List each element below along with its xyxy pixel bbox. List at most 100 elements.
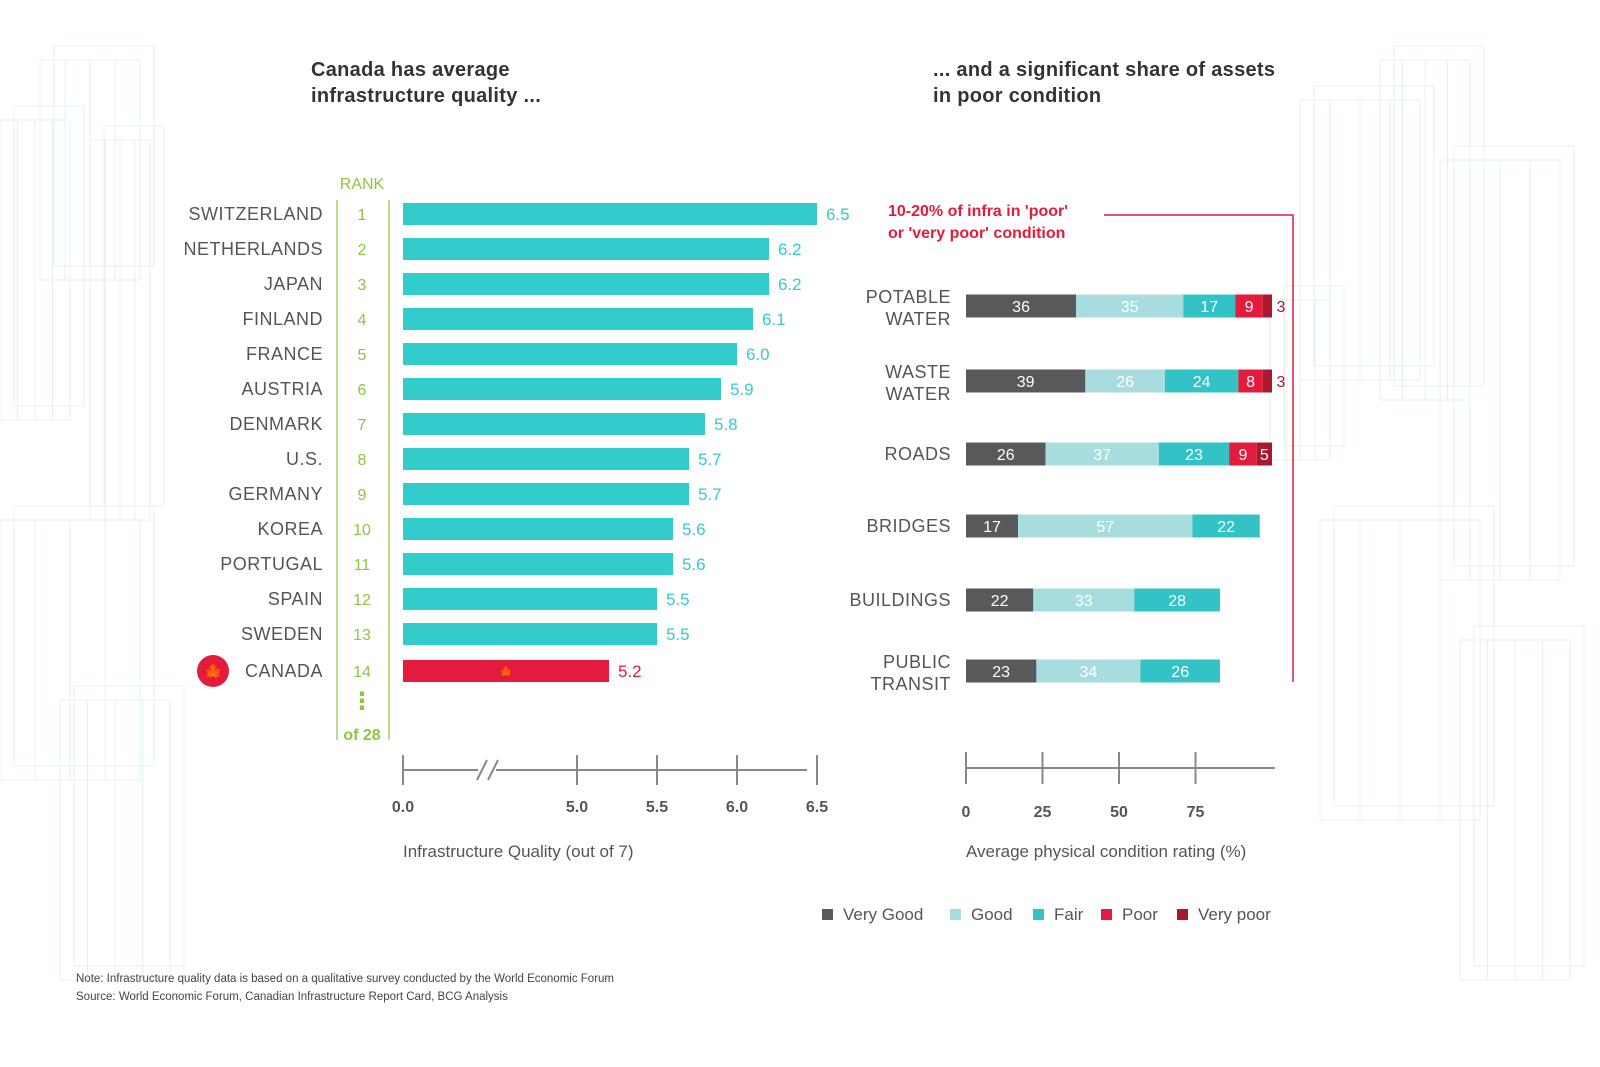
legend-label: Fair bbox=[1054, 905, 1084, 924]
quality-value-label: 5.6 bbox=[682, 520, 706, 539]
left-x-tick-label: 0.0 bbox=[392, 799, 414, 816]
rank-value: 5 bbox=[358, 347, 367, 364]
asset-category-label: TRANSIT bbox=[870, 674, 951, 694]
rank-ellipsis: ⋮ bbox=[350, 688, 374, 715]
quality-value-label: 5.6 bbox=[682, 555, 706, 574]
rank-value: 2 bbox=[358, 242, 367, 259]
rank-value: 11 bbox=[354, 557, 371, 574]
country-label: FRANCE bbox=[246, 344, 323, 364]
country-label: GERMANY bbox=[228, 484, 323, 504]
background-box bbox=[13, 105, 85, 407]
footer-source: Source: World Economic Forum, Canadian I… bbox=[76, 991, 508, 1003]
left-chart-title: Canada has average infrastructure qualit… bbox=[311, 59, 542, 107]
legend-label: Good bbox=[971, 905, 1013, 924]
quality-bar bbox=[403, 623, 657, 645]
condition-value-label: 26 bbox=[1171, 664, 1189, 681]
condition-value-label: 36 bbox=[1012, 299, 1030, 316]
condition-segment bbox=[1183, 294, 1236, 318]
condition-segment bbox=[966, 514, 1019, 538]
asset-category-label: ROADS bbox=[884, 444, 951, 464]
quality-value-label: 6.2 bbox=[778, 240, 802, 259]
poor-condition-annotation-line1: 10-20% of infra in 'poor' bbox=[888, 203, 1068, 220]
condition-segment bbox=[1140, 659, 1220, 683]
quality-bar bbox=[403, 308, 753, 330]
rank-value: 8 bbox=[358, 452, 367, 469]
condition-value-label: 37 bbox=[1093, 447, 1111, 464]
country-label: FINLAND bbox=[242, 309, 323, 329]
rank-header: RANK bbox=[340, 176, 385, 193]
condition-value-label: 23 bbox=[1185, 447, 1203, 464]
condition-value-label: 17 bbox=[983, 519, 1001, 536]
country-label: SWITZERLAND bbox=[188, 204, 323, 224]
condition-segment bbox=[1229, 442, 1257, 466]
left-x-tick-label: 5.5 bbox=[646, 799, 668, 816]
maple-leaf-icon: 🍁 bbox=[497, 663, 514, 680]
condition-segment bbox=[966, 659, 1037, 683]
rank-value: 9 bbox=[358, 487, 367, 504]
condition-segment bbox=[966, 369, 1086, 393]
quality-value-label: 5.2 bbox=[618, 662, 642, 681]
background-box bbox=[1333, 505, 1495, 807]
legend-swatch bbox=[1177, 909, 1188, 920]
condition-segment bbox=[966, 588, 1034, 612]
background-box bbox=[1313, 85, 1435, 367]
condition-segment bbox=[1076, 294, 1184, 318]
quality-bar bbox=[403, 660, 609, 682]
condition-value-label: 3 bbox=[1277, 299, 1286, 316]
right-x-axis-title: Average physical condition rating (%) bbox=[966, 842, 1246, 861]
annotation-bracket bbox=[1104, 214, 1294, 682]
background-box bbox=[13, 505, 155, 767]
rank-total: of 28 bbox=[343, 727, 380, 744]
condition-segment bbox=[1262, 294, 1272, 318]
country-label: CANADA bbox=[245, 661, 323, 681]
condition-segment bbox=[1033, 588, 1135, 612]
condition-value-label: 22 bbox=[991, 593, 1009, 610]
condition-value-label: 9 bbox=[1238, 447, 1247, 464]
condition-value-label: 17 bbox=[1200, 299, 1218, 316]
asset-category-label: WATER bbox=[886, 384, 952, 404]
quality-bar bbox=[403, 518, 673, 540]
asset-category-label: BRIDGES bbox=[866, 516, 951, 536]
rank-value: 10 bbox=[353, 522, 371, 539]
quality-bar bbox=[403, 238, 769, 260]
quality-bar bbox=[403, 588, 657, 610]
quality-value-label: 5.5 bbox=[666, 590, 690, 609]
right-x-tick-label: 75 bbox=[1187, 804, 1205, 821]
country-label: SWEDEN bbox=[241, 624, 323, 644]
country-label: U.S. bbox=[286, 449, 323, 469]
left-x-tick-label: 6.0 bbox=[726, 799, 748, 816]
condition-segment bbox=[966, 294, 1077, 318]
condition-value-label: 26 bbox=[1116, 374, 1134, 391]
country-label: AUSTRIA bbox=[241, 379, 323, 399]
right-x-tick-label: 25 bbox=[1034, 804, 1052, 821]
condition-segment bbox=[1164, 369, 1239, 393]
condition-value-label: 24 bbox=[1193, 374, 1211, 391]
condition-segment bbox=[1238, 369, 1263, 393]
condition-value-label: 3 bbox=[1277, 374, 1286, 391]
condition-value-label: 23 bbox=[992, 664, 1010, 681]
condition-value-label: 8 bbox=[1246, 374, 1255, 391]
legend-label: Poor bbox=[1122, 905, 1158, 924]
condition-value-label: 39 bbox=[1017, 374, 1035, 391]
condition-segment bbox=[1262, 369, 1272, 393]
quality-bar bbox=[403, 448, 689, 470]
quality-value-label: 6.0 bbox=[746, 345, 770, 364]
country-label: PORTUGAL bbox=[220, 554, 323, 574]
condition-value-label: 28 bbox=[1168, 593, 1186, 610]
asset-category-label: BUILDINGS bbox=[849, 590, 951, 610]
quality-value-label: 6.1 bbox=[762, 310, 786, 329]
poor-condition-annotation-line2: or 'very poor' condition bbox=[888, 225, 1065, 242]
left-axis-break-mark bbox=[476, 759, 488, 781]
quality-bar bbox=[403, 378, 721, 400]
country-label: DENMARK bbox=[229, 414, 323, 434]
condition-segment bbox=[966, 442, 1046, 466]
rank-value: 3 bbox=[358, 277, 367, 294]
legend-label: Very poor bbox=[1198, 905, 1271, 924]
condition-segment bbox=[1134, 588, 1220, 612]
quality-bar bbox=[403, 483, 689, 505]
rank-value: 6 bbox=[358, 382, 367, 399]
condition-segment bbox=[1235, 294, 1263, 318]
condition-segment bbox=[1192, 514, 1260, 538]
rank-value: 1 bbox=[358, 207, 367, 224]
background-box bbox=[73, 685, 185, 967]
